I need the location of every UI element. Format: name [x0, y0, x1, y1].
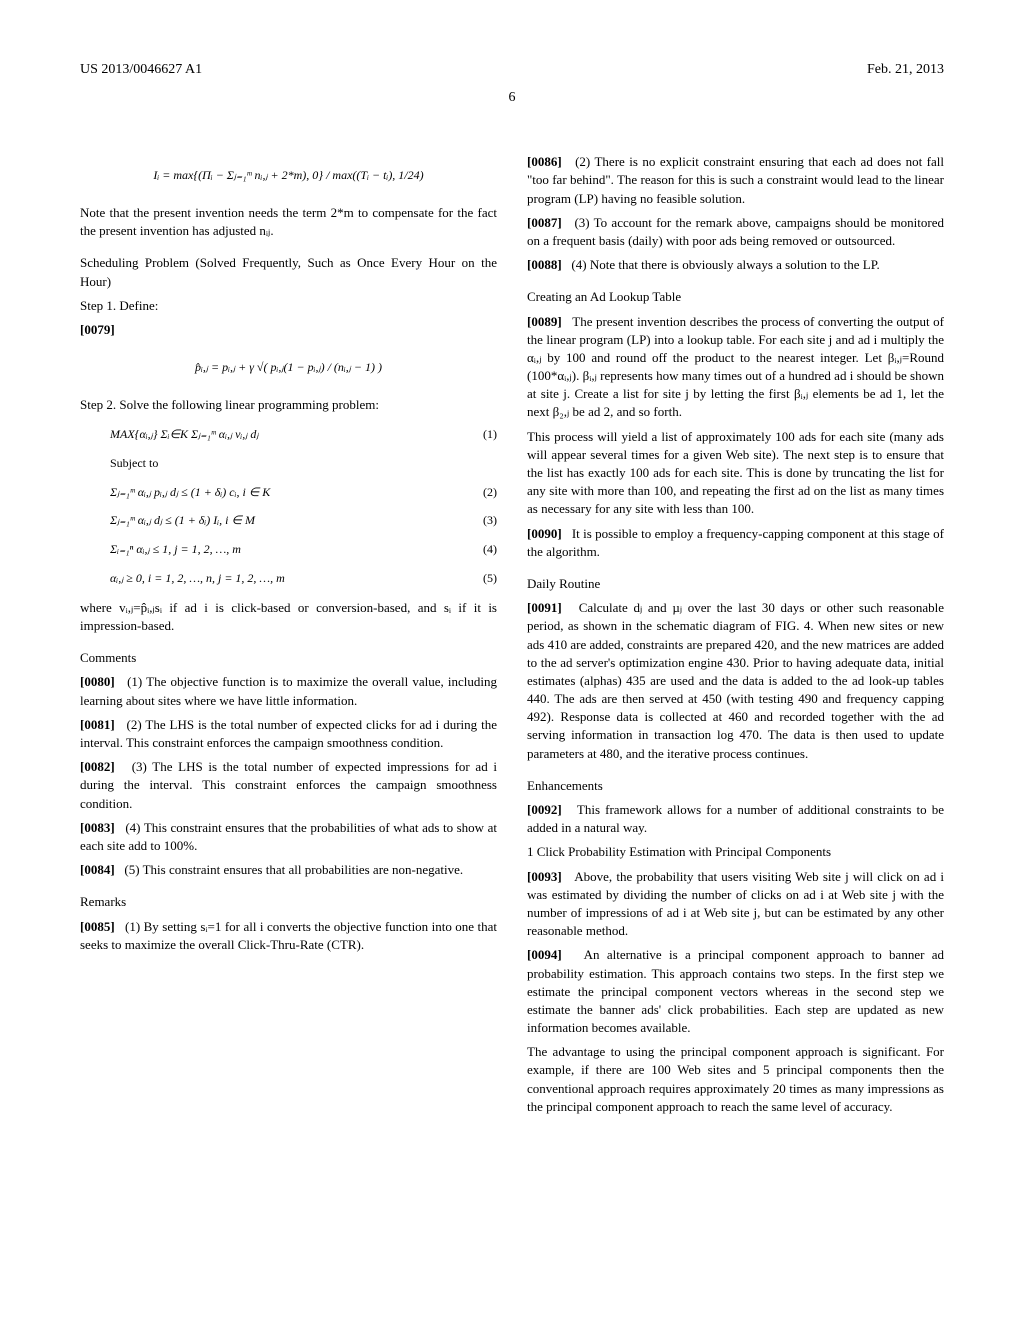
- para-0081-text: (2) The LHS is the total number of expec…: [80, 717, 497, 750]
- para-0086-num: [0086]: [527, 154, 562, 169]
- pc-heading: 1 Click Probability Estimation with Prin…: [527, 843, 944, 861]
- equation-4: Σᵢ₌₁ⁿ αᵢ,ⱼ ≤ 1, j = 1, 2, …, m (4): [110, 541, 497, 558]
- para-0086: [0086] (2) There is no explicit constrai…: [527, 153, 944, 208]
- daily-heading: Daily Routine: [527, 575, 944, 593]
- para-0085-num: [0085]: [80, 919, 115, 934]
- para-0082-text: (3) The LHS is the total number of expec…: [80, 759, 497, 810]
- para-0080-num: [0080]: [80, 674, 115, 689]
- para-0092-num: [0092]: [527, 802, 562, 817]
- para-0088-text: (4) Note that there is obviously always …: [571, 257, 879, 272]
- para-0090-num: [0090]: [527, 526, 562, 541]
- formula-phat: p̂ᵢ,ⱼ = pᵢ,ⱼ + γ √( pᵢ,ⱼ(1 − pᵢ,ⱼ) / (nᵢ…: [80, 359, 497, 376]
- para-0094: [0094] An alternative is a principal com…: [527, 946, 944, 1037]
- lookup-heading: Creating an Ad Lookup Table: [527, 288, 944, 306]
- two-column-layout: Iᵢ = max{(Πᵢ − Σⱼ₌₁ᵐ nᵢ,ⱼ + 2*m), 0} / m…: [80, 147, 944, 1122]
- step1-label: Step 1. Define:: [80, 297, 497, 315]
- para-0089-text: The present invention describes the proc…: [527, 314, 944, 420]
- para-0094-text: An alternative is a principal component …: [527, 947, 944, 1035]
- right-column: [0086] (2) There is no explicit constrai…: [527, 147, 944, 1122]
- equation-5: αᵢ,ⱼ ≥ 0, i = 1, 2, …, n, j = 1, 2, …, m…: [110, 570, 497, 587]
- para-0081-num: [0081]: [80, 717, 115, 732]
- para-0087-text: (3) To account for the remark above, cam…: [527, 215, 944, 248]
- remarks-heading: Remarks: [80, 893, 497, 911]
- para-0090: [0090] It is possible to employ a freque…: [527, 525, 944, 561]
- equation-3: Σⱼ₌₁ᵐ αᵢ,ⱼ dⱼ ≤ (1 + δᵢ) Iᵢ, i ∈ M (3): [110, 512, 497, 529]
- para-0094b: The advantage to using the principal com…: [527, 1043, 944, 1116]
- para-0093-num: [0093]: [527, 869, 562, 884]
- enhancements-heading: Enhancements: [527, 777, 944, 795]
- para-0085: [0085] (1) By setting sᵢ=1 for all i con…: [80, 918, 497, 954]
- para-0082-num: [0082]: [80, 759, 115, 774]
- para-0087-num: [0087]: [527, 215, 562, 230]
- note-paragraph: Note that the present invention needs th…: [80, 204, 497, 240]
- para-0080-text: (1) The objective function is to maximiz…: [80, 674, 497, 707]
- subject-to-label: Subject to: [110, 455, 497, 472]
- formula-I: Iᵢ = max{(Πᵢ − Σⱼ₌₁ᵐ nᵢ,ⱼ + 2*m), 0} / m…: [80, 167, 497, 184]
- para-0090-text: It is possible to employ a frequency-cap…: [527, 526, 944, 559]
- page-number: 6: [80, 88, 944, 108]
- publication-date: Feb. 21, 2013: [867, 60, 944, 80]
- para-0084-text: (5) This constraint ensures that all pro…: [124, 862, 463, 877]
- where-clause: where vᵢ,ⱼ=p̂ᵢ,ⱼsᵢ if ad i is click-base…: [80, 599, 497, 635]
- para-0083: [0083] (4) This constraint ensures that …: [80, 819, 497, 855]
- para-0091: [0091] Calculate dⱼ and µⱼ over the last…: [527, 599, 944, 763]
- publication-id: US 2013/0046627 A1: [80, 60, 202, 80]
- equation-1: MAX{αᵢ,ⱼ} Σᵢ∈K Σⱼ₌₁ᵐ αᵢ,ⱼ vᵢ,ⱼ dⱼ (1): [110, 426, 497, 443]
- para-0093-text: Above, the probability that users visiti…: [527, 869, 944, 939]
- para-0089: [0089] The present invention describes t…: [527, 313, 944, 422]
- para-0087: [0087] (3) To account for the remark abo…: [527, 214, 944, 250]
- para-0089b: This process will yield a list of approx…: [527, 428, 944, 519]
- para-0092-text: This framework allows for a number of ad…: [527, 802, 944, 835]
- para-0088: [0088] (4) Note that there is obviously …: [527, 256, 944, 274]
- para-0081: [0081] (2) The LHS is the total number o…: [80, 716, 497, 752]
- page-header: US 2013/0046627 A1 Feb. 21, 2013: [80, 60, 944, 80]
- para-0086-text: (2) There is no explicit constraint ensu…: [527, 154, 944, 205]
- para-0079-num: [0079]: [80, 322, 115, 337]
- left-column: Iᵢ = max{(Πᵢ − Σⱼ₌₁ᵐ nᵢ,ⱼ + 2*m), 0} / m…: [80, 147, 497, 1122]
- equation-2: Σⱼ₌₁ᵐ αᵢ,ⱼ pᵢ,ⱼ dⱼ ≤ (1 + δᵢ) cᵢ, i ∈ K …: [110, 484, 497, 501]
- para-0092: [0092] This framework allows for a numbe…: [527, 801, 944, 837]
- para-0083-num: [0083]: [80, 820, 115, 835]
- para-0080: [0080] (1) The objective function is to …: [80, 673, 497, 709]
- scheduling-heading: Scheduling Problem (Solved Frequently, S…: [80, 254, 497, 290]
- para-0091-num: [0091]: [527, 600, 562, 615]
- para-0084-num: [0084]: [80, 862, 115, 877]
- para-0088-num: [0088]: [527, 257, 562, 272]
- para-0091-text: Calculate dⱼ and µⱼ over the last 30 day…: [527, 600, 944, 761]
- para-0089-num: [0089]: [527, 314, 562, 329]
- para-0083-text: (4) This constraint ensures that the pro…: [80, 820, 497, 853]
- comments-heading: Comments: [80, 649, 497, 667]
- para-0093: [0093] Above, the probability that users…: [527, 868, 944, 941]
- para-0085-text: (1) By setting sᵢ=1 for all i converts t…: [80, 919, 497, 952]
- para-0084: [0084] (5) This constraint ensures that …: [80, 861, 497, 879]
- para-0082: [0082] (3) The LHS is the total number o…: [80, 758, 497, 813]
- step2-label: Step 2. Solve the following linear progr…: [80, 396, 497, 414]
- para-0094-num: [0094]: [527, 947, 562, 962]
